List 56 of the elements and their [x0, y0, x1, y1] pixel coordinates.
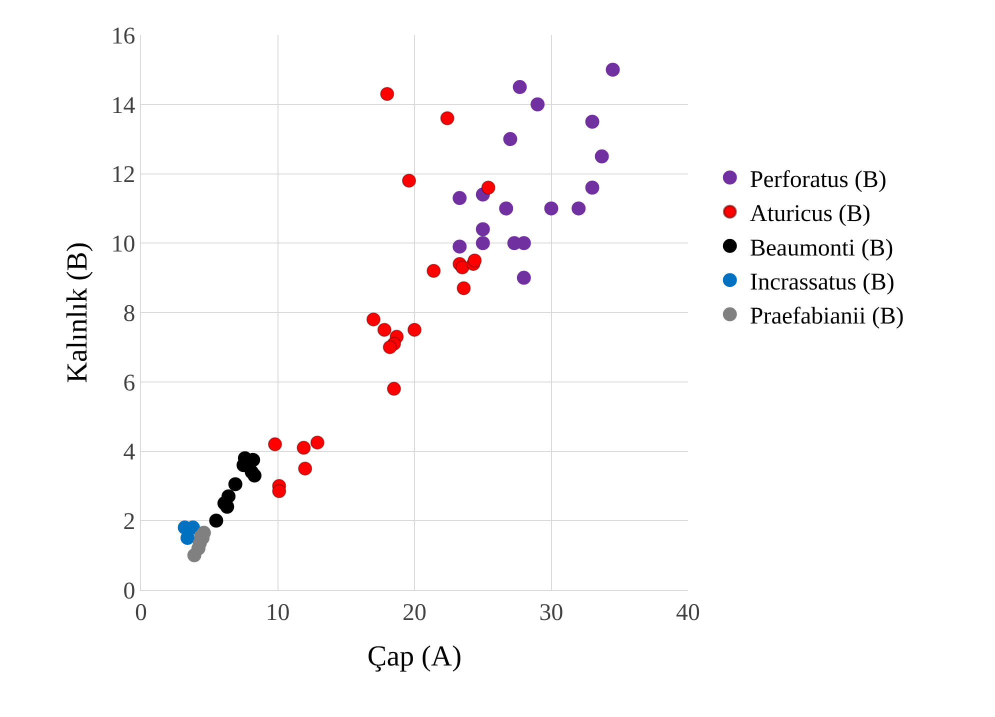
x-tick-label: 10 [266, 600, 290, 626]
point [402, 174, 416, 188]
point [468, 253, 482, 268]
y-tick-label: 6 [123, 370, 136, 396]
point [572, 201, 586, 216]
point [440, 111, 454, 126]
legend-label: Praefabianii (B) [750, 304, 904, 330]
point [380, 86, 394, 101]
point [606, 62, 620, 77]
y-axis-title: Kalınlık (B) [62, 242, 94, 383]
point [298, 462, 312, 476]
y-tick-label: 2 [123, 509, 136, 536]
point [452, 240, 467, 254]
legend-label: Aturicus (B) [750, 201, 871, 228]
point [456, 281, 471, 296]
point [408, 322, 422, 337]
point [476, 236, 490, 250]
point [272, 484, 286, 498]
point [544, 201, 558, 216]
point [455, 260, 470, 274]
point [426, 264, 441, 278]
y-tick-label: 4 [123, 440, 136, 466]
y-tick-label: 8 [123, 300, 136, 327]
point [366, 312, 380, 326]
point [476, 222, 490, 236]
point [512, 80, 527, 94]
x-tick-label: 20 [402, 600, 426, 626]
x-tick-label: 30 [539, 600, 564, 626]
legend-label: Beaumonti (B) [750, 235, 894, 262]
point [530, 97, 545, 112]
point [209, 514, 224, 528]
y-tick-label: 10 [111, 232, 136, 258]
point [244, 465, 259, 480]
point [499, 201, 514, 216]
point [594, 149, 609, 164]
point [296, 440, 311, 455]
point [585, 114, 600, 129]
legend-label: Incrassatus (B) [750, 269, 895, 296]
point [386, 382, 401, 396]
point [503, 132, 518, 146]
legend-label: Perforatus (B) [750, 166, 887, 193]
point [452, 191, 467, 206]
x-axis-title: Çap (A) [367, 640, 462, 673]
point [228, 477, 242, 492]
point [310, 436, 324, 450]
y-tick-label: 0 [123, 578, 136, 604]
y-tick-label: 14 [111, 92, 136, 119]
point [481, 180, 496, 195]
y-tick-label: 12 [111, 162, 136, 188]
y-tick-label: 16 [111, 23, 136, 50]
point [377, 322, 392, 337]
point [268, 437, 282, 452]
x-tick-label: 40 [676, 600, 700, 626]
point [585, 180, 600, 195]
point [382, 340, 397, 354]
point [516, 270, 531, 285]
